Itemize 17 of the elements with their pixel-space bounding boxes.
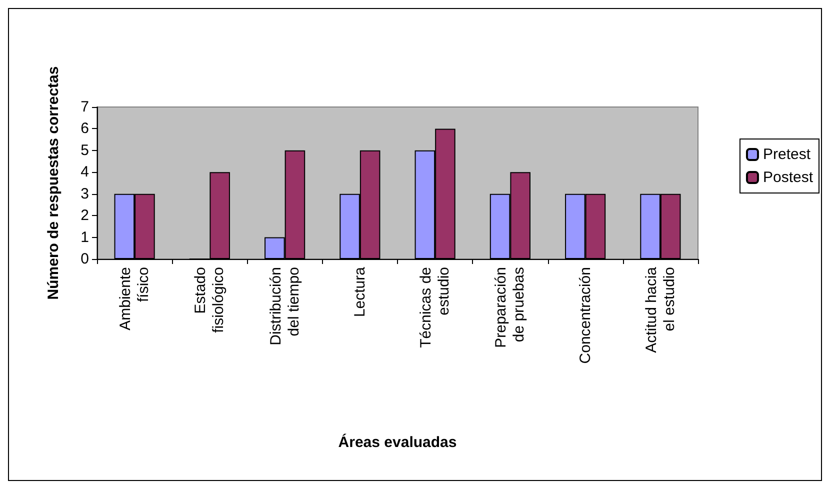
y-tick-label: 6	[80, 120, 89, 138]
x-tick-label: Actitud hacia el estudio	[642, 266, 678, 353]
y-axis-title: Número de respuestas correctas	[45, 66, 62, 300]
y-tick-label: 5	[80, 142, 89, 159]
y-tick-label: 2	[80, 207, 89, 224]
y-tick-label: 1	[80, 228, 89, 246]
y-tick-label: 7	[80, 98, 89, 116]
y-tick-label: 0	[80, 250, 89, 268]
legend-label: Postest	[762, 169, 814, 186]
legend-label: Pretest	[762, 146, 812, 163]
x-tick-label: Lectura	[351, 266, 368, 318]
y-tick-label: 4	[80, 164, 89, 181]
x-tick-label: Técnicas de estudio	[418, 267, 453, 348]
x-tick-label: Ambiente físico	[117, 267, 152, 330]
y-tick-label: 3	[80, 185, 89, 202]
x-tick-label: Concentración	[576, 267, 594, 364]
x-axis-title: Áreas evaluadas	[338, 433, 457, 451]
